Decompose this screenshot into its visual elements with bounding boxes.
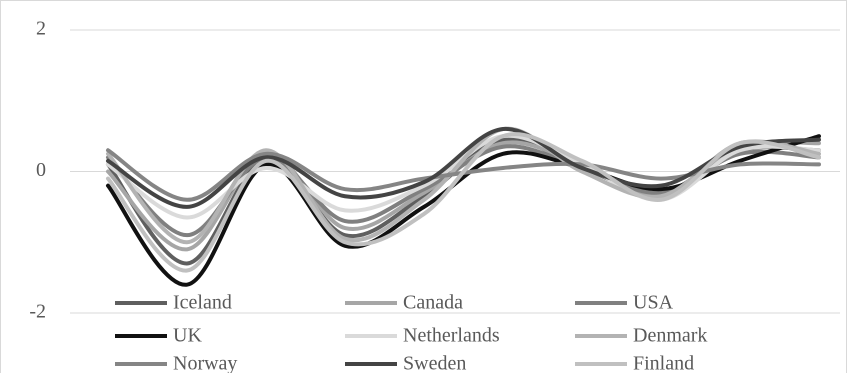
legend-label: UK	[173, 325, 202, 347]
legend-label: USA	[633, 292, 674, 314]
series-line	[106, 127, 821, 209]
y-tick-label: 0	[36, 159, 46, 181]
legend-label: Iceland	[173, 292, 232, 314]
series-line	[106, 126, 821, 245]
legend-label: Norway	[173, 353, 237, 373]
legend-label: Denmark	[633, 325, 707, 347]
series-line	[106, 133, 821, 220]
y-tick-label: -2	[29, 301, 46, 323]
legend-label: Canada	[403, 292, 463, 314]
series-line	[106, 148, 821, 202]
y-tick-label: 2	[36, 18, 46, 40]
legend-label: Finland	[633, 353, 694, 373]
legend-label: Netherlands	[403, 325, 500, 347]
series-line	[106, 132, 821, 273]
legend-label: Sweden	[403, 353, 466, 373]
